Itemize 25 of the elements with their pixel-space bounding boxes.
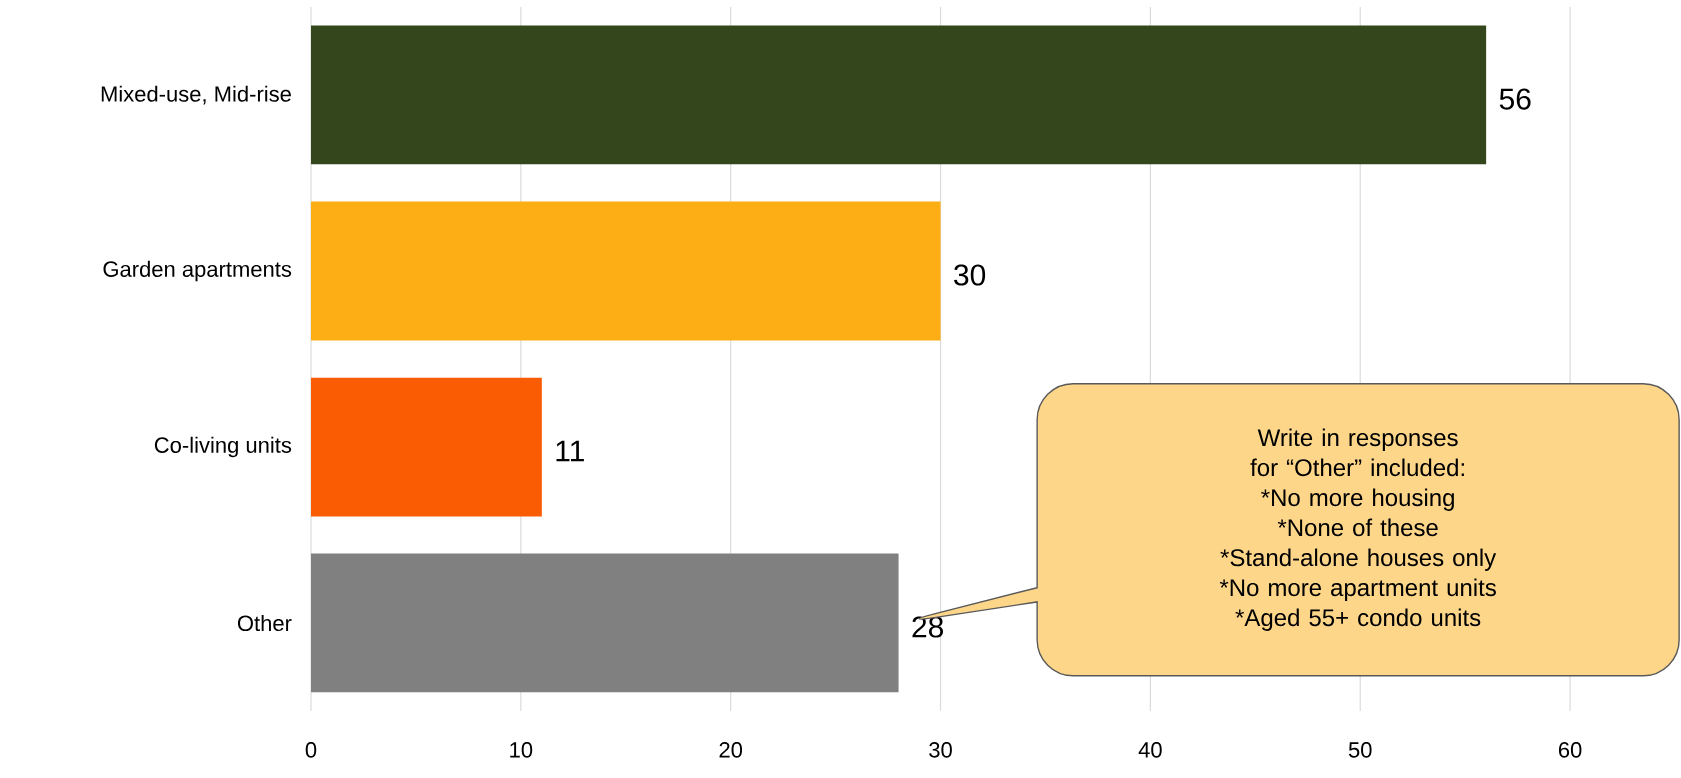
annotation: *None of these <box>1277 518 1438 537</box>
data-label: 30 <box>954 264 986 286</box>
data-label: 11 <box>556 440 584 462</box>
bar <box>311 201 941 341</box>
y-tick-label: Co-living units <box>154 436 292 458</box>
x-tick-label: 0 <box>305 742 317 758</box>
y-tick-label: Other <box>237 614 292 632</box>
y-tick-label: Mixed-use, Mid-rise <box>101 85 291 105</box>
annotation: *Stand-alone houses only <box>1220 548 1497 571</box>
x-tick-label: 50 <box>1348 742 1372 758</box>
annotation: Write in responses for “Other” included: <box>1250 428 1464 477</box>
x-tick-label: 30 <box>929 742 952 758</box>
annotation: *No more apartment units <box>1219 578 1496 601</box>
bar <box>311 25 1487 165</box>
bar <box>311 553 899 693</box>
x-tick-label: 60 <box>1558 742 1582 758</box>
data-label: 56 <box>1499 88 1531 110</box>
annotation: *Aged 55+ condo units <box>1235 608 1481 631</box>
data-label: 28 <box>912 616 944 638</box>
x-tick-label: 20 <box>719 742 743 758</box>
bar <box>311 377 542 517</box>
x-tick-label: 40 <box>1138 742 1162 758</box>
y-tick-label: Garden apartments <box>103 260 292 282</box>
annotation: *No more housing <box>1261 488 1454 511</box>
x-tick-label: 10 <box>510 742 533 758</box>
